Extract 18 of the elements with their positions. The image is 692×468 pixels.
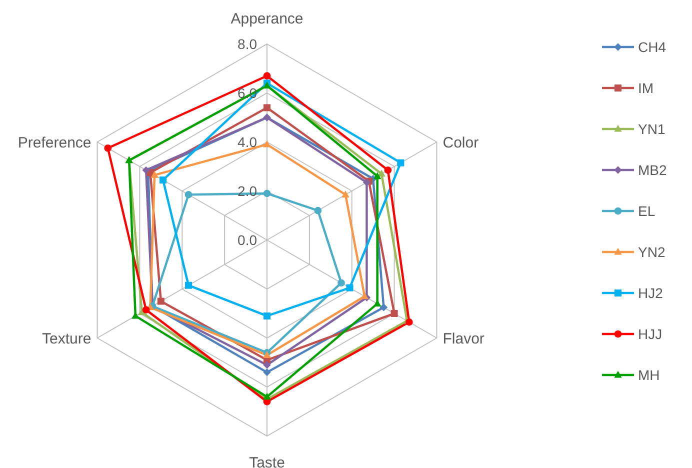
- y-tick-label: 4.0: [238, 134, 258, 150]
- legend-label: CH4: [638, 38, 666, 54]
- legend-label: MH: [638, 366, 660, 382]
- spoke-label: Texture: [42, 330, 92, 348]
- legend-label: YN1: [638, 120, 666, 136]
- legend-label: EL: [638, 202, 656, 218]
- legend-label: HJJ: [638, 326, 662, 342]
- spoke-label: Color: [442, 134, 479, 152]
- spoke-label: Apperance: [230, 10, 304, 28]
- legend-label: HJ2: [638, 284, 663, 300]
- legend-label: MB2: [638, 162, 667, 178]
- y-tick-label: 8.0: [238, 36, 258, 52]
- spoke-label: Flavor: [442, 330, 484, 348]
- spoke-label: Taste: [249, 454, 285, 468]
- legend-label: IM: [638, 80, 654, 96]
- spoke-label: Preference: [18, 134, 92, 152]
- y-tick-label: 0.0: [238, 232, 258, 248]
- legend-label: YN2: [638, 244, 666, 260]
